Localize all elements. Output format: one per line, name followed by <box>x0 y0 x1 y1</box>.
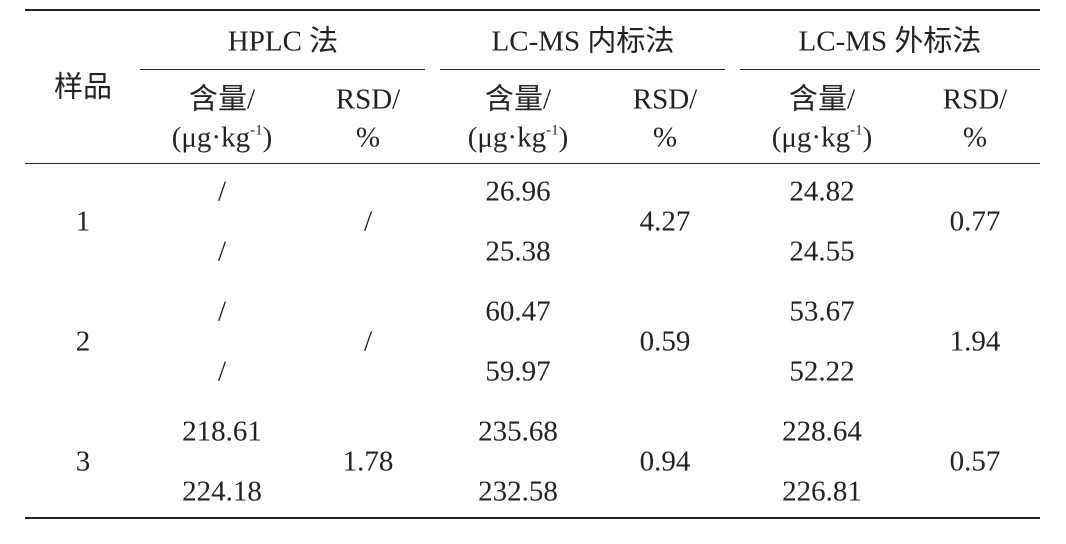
column-unit: % <box>652 121 678 154</box>
content-value: 226.81 <box>782 475 862 508</box>
content-value: 24.82 <box>789 175 855 208</box>
column-header: 含量/ <box>188 83 256 116</box>
column-unit: % <box>962 121 988 154</box>
bottom-rule <box>25 517 1040 519</box>
rsd-value: 4.27 <box>639 205 691 238</box>
unit-exponent: -1 <box>546 122 559 139</box>
unit-text: ) <box>558 121 569 154</box>
group-header: LC-MS 外标法 <box>798 25 982 58</box>
column-header: RSD/ <box>942 83 1008 116</box>
rsd-value: 0.57 <box>949 445 1001 478</box>
content-value: 25.38 <box>485 235 551 268</box>
content-value: / <box>217 175 227 208</box>
rsd-value: 0.59 <box>639 325 691 358</box>
sample-label: 2 <box>75 325 91 358</box>
column-header: RSD/ <box>335 83 401 116</box>
group-header: LC-MS 内标法 <box>491 25 675 58</box>
content-value: 232.58 <box>478 475 558 508</box>
content-value: 218.61 <box>182 415 262 448</box>
group-rule <box>140 69 425 70</box>
rsd-value: 0.77 <box>949 205 1001 238</box>
content-value: 224.18 <box>182 475 262 508</box>
group-rule <box>440 69 725 70</box>
rsd-value: / <box>363 205 373 238</box>
content-value: / <box>217 295 227 328</box>
content-value: 24.55 <box>789 235 855 268</box>
column-unit: (μg·kg-1) <box>171 121 273 154</box>
group-rule <box>740 69 1040 70</box>
header-rule <box>25 163 1040 164</box>
unit-text: ) <box>262 121 273 154</box>
rsd-value: 1.78 <box>342 445 394 478</box>
column-unit: (μg·kg-1) <box>771 121 873 154</box>
column-header: 含量/ <box>788 83 856 116</box>
unit-exponent: -1 <box>850 122 863 139</box>
content-value: 228.64 <box>782 415 862 448</box>
rsd-value: 1.94 <box>949 325 1001 358</box>
content-value: / <box>217 235 227 268</box>
sample-label: 3 <box>75 445 91 478</box>
content-value: 235.68 <box>478 415 558 448</box>
column-header: RSD/ <box>632 83 698 116</box>
unit-text: (μg·kg <box>171 121 251 154</box>
column-unit: % <box>355 121 381 154</box>
group-header: HPLC 法 <box>227 25 339 58</box>
unit-text: ) <box>862 121 873 154</box>
content-value: 59.97 <box>485 355 551 388</box>
rsd-value: 0.94 <box>639 445 691 478</box>
column-header: 含量/ <box>484 83 552 116</box>
top-rule <box>25 9 1040 11</box>
content-value: 53.67 <box>789 295 855 328</box>
sample-label: 1 <box>75 205 91 238</box>
row-header: 样品 <box>53 71 113 104</box>
content-value: 52.22 <box>789 355 855 388</box>
content-value: 26.96 <box>485 175 551 208</box>
content-value: 60.47 <box>485 295 551 328</box>
unit-exponent: -1 <box>250 122 263 139</box>
column-unit: (μg·kg-1) <box>467 121 569 154</box>
unit-text: (μg·kg <box>467 121 547 154</box>
unit-text: (μg·kg <box>771 121 851 154</box>
content-value: / <box>217 355 227 388</box>
rsd-value: / <box>363 325 373 358</box>
